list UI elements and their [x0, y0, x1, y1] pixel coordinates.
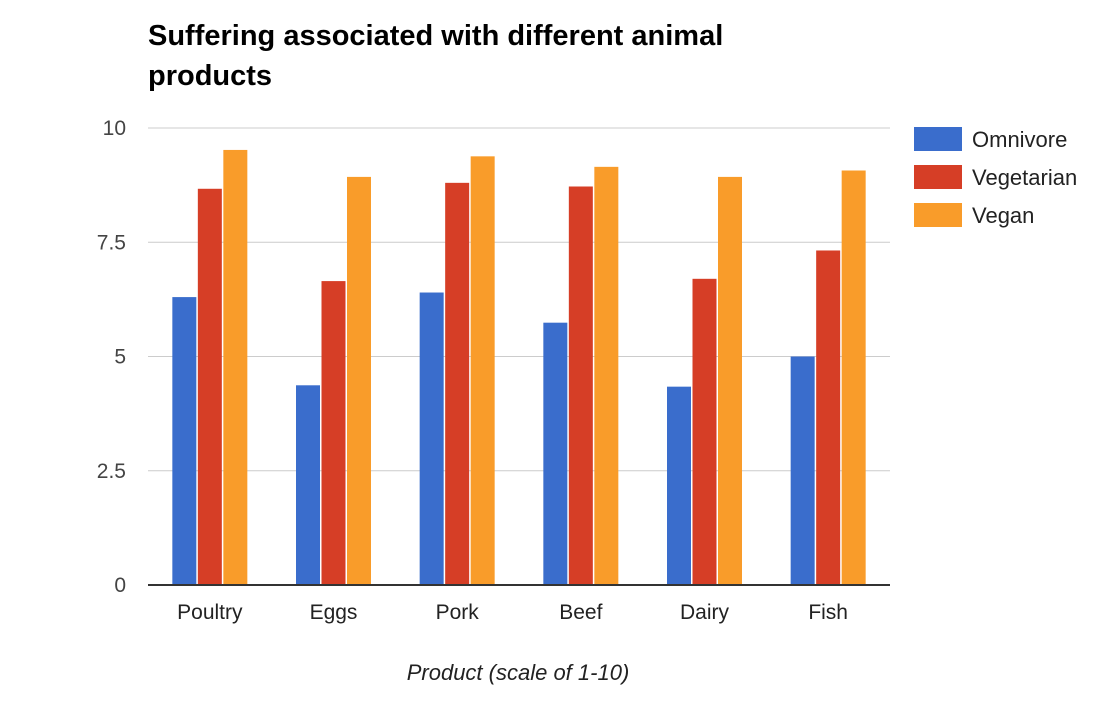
x-tick-label: Beef: [559, 601, 602, 624]
legend-label-vegan: Vegan: [972, 203, 1034, 228]
legend-swatch-vegetarian: [914, 165, 962, 189]
legend-swatch-omnivore: [914, 127, 962, 151]
bar-vegetarian-poultry: [197, 188, 222, 585]
x-tick-label: Eggs: [310, 601, 358, 624]
y-tick-label: 2.5: [97, 460, 126, 483]
bar-omnivore-beef: [543, 322, 568, 585]
x-tick-label: Fish: [808, 601, 848, 624]
bar-vegan-dairy: [718, 176, 742, 586]
y-tick-label: 10: [103, 117, 126, 140]
bar-vegan-poultry: [223, 149, 248, 585]
bar-vegetarian-dairy: [692, 278, 717, 585]
y-tick-label: 7.5: [97, 231, 126, 254]
bar-vegan-eggs: [347, 176, 371, 586]
legend-swatch-vegan: [914, 203, 962, 227]
x-axis-title: Product (scale of 1-10): [406, 660, 630, 685]
x-tick-label: Poultry: [177, 601, 243, 624]
chart-title: Suffering associated with different anim…: [148, 20, 724, 92]
bar-vegan-pork: [470, 156, 495, 586]
x-tick-label: Pork: [436, 601, 480, 624]
bar-vegetarian-fish: [816, 250, 841, 585]
bar-vegetarian-eggs: [321, 281, 346, 585]
y-tick-label: 5: [114, 346, 126, 369]
bar-omnivore-poultry: [172, 297, 197, 585]
legend-label-vegetarian: Vegetarian: [972, 165, 1077, 190]
bar-omnivore-eggs: [296, 385, 320, 585]
y-tick-label: 0: [114, 574, 126, 597]
bar-omnivore-pork: [419, 292, 444, 585]
bar-vegetarian-beef: [568, 186, 593, 585]
legend-label-omnivore: Omnivore: [972, 127, 1067, 152]
x-tick-label: Dairy: [680, 601, 730, 624]
bar-vegan-fish: [841, 170, 866, 585]
bar-omnivore-dairy: [667, 386, 691, 585]
bar-vegan-beef: [594, 166, 619, 585]
bar-omnivore-fish: [790, 356, 815, 585]
bar-vegetarian-pork: [445, 182, 470, 585]
